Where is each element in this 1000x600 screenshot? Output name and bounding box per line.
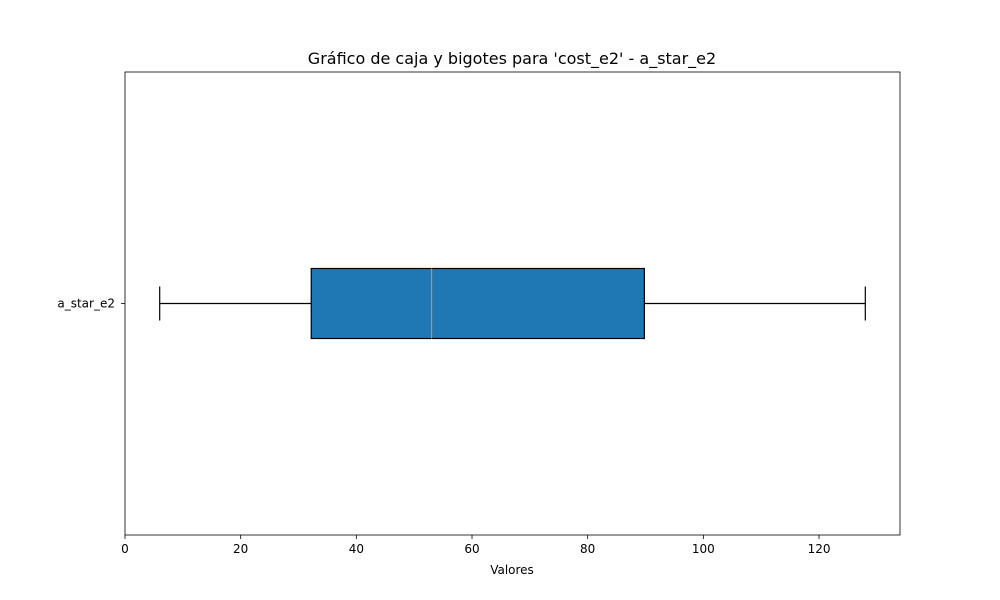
x-tick-label: 60: [464, 542, 479, 556]
x-axis-label: Valores: [490, 563, 534, 577]
x-tick-label: 80: [580, 542, 595, 556]
x-tick-label: 40: [349, 542, 364, 556]
iqr-box: [310, 267, 645, 340]
chart-title: Gráfico de caja y bigotes para 'cost_e2'…: [308, 49, 716, 69]
plot-area: [124, 71, 901, 536]
y-axis: a_star_e2: [57, 297, 125, 311]
x-tick-label: 120: [808, 542, 831, 556]
x-tick-label: 100: [692, 542, 715, 556]
y-tick-label: a_star_e2: [57, 297, 115, 311]
x-tick-label: 0: [121, 542, 129, 556]
x-axis: 0 20 40 60 80 100 120: [121, 535, 830, 556]
x-tick-label: 20: [233, 542, 248, 556]
